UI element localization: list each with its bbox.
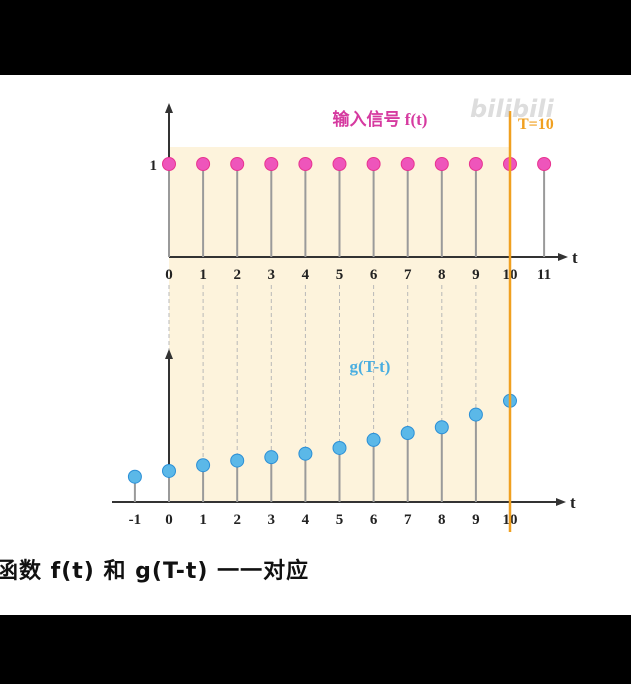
bottom-x-tick: 5 xyxy=(336,512,344,528)
f-marker xyxy=(468,157,483,171)
f-marker xyxy=(332,157,347,171)
top-x-tick: 2 xyxy=(233,267,241,283)
top-x-tick: 3 xyxy=(268,267,276,283)
f-marker xyxy=(434,157,449,171)
convolution-plot: tt101234567891011输入信号 f(t)-1012345678910… xyxy=(112,103,578,532)
top-x-tick: 5 xyxy=(336,267,344,283)
f-marker xyxy=(264,157,279,171)
bottom-x-tick: 7 xyxy=(404,512,412,528)
top-y-arrow xyxy=(165,103,173,113)
g-marker xyxy=(162,463,176,478)
bottom-x-arrow xyxy=(556,498,566,506)
g-marker xyxy=(230,453,245,468)
g-marker xyxy=(366,432,381,447)
bottom-x-tick: 8 xyxy=(438,512,446,528)
top-y-tick: 1 xyxy=(150,158,158,174)
bottom-x-tick: 1 xyxy=(199,512,207,528)
top-x-arrow xyxy=(558,253,568,261)
top-x-tick: 9 xyxy=(472,267,480,283)
f-marker xyxy=(298,157,313,171)
top-x-tick: 7 xyxy=(404,267,412,283)
bottom-x-tick: 0 xyxy=(165,512,173,528)
g-marker xyxy=(196,458,211,473)
g-marker xyxy=(400,426,415,440)
top-axis-label: t xyxy=(572,248,578,267)
bottom-axis-label: t xyxy=(570,493,576,512)
bilibili-watermark: bilibili xyxy=(470,95,554,123)
bottom-title: g(T-t) xyxy=(350,357,391,376)
top-x-tick: 0 xyxy=(165,267,173,283)
f-marker xyxy=(400,157,415,171)
f-marker xyxy=(537,157,552,171)
bottom-x-tick: 2 xyxy=(233,512,241,528)
g-marker xyxy=(434,420,449,435)
bottom-x-tick: 6 xyxy=(370,512,378,528)
t-marker-label: T=10 xyxy=(518,116,554,133)
video-subtitle: 函数 f(t) 和 g(T-t) 一一对应 xyxy=(0,559,310,584)
video-frame: tt101234567891011输入信号 f(t)-1012345678910… xyxy=(0,75,631,615)
f-marker xyxy=(230,157,245,171)
g-marker xyxy=(468,407,483,422)
bottom-x-tick: 3 xyxy=(268,512,276,528)
f-marker xyxy=(196,157,211,171)
f-marker xyxy=(366,157,381,171)
g-marker xyxy=(298,446,313,461)
bottom-x-tick: 4 xyxy=(302,512,310,528)
bottom-x-tick: -1 xyxy=(129,512,142,528)
g-marker xyxy=(127,469,142,484)
top-x-tick: 4 xyxy=(302,267,310,283)
f-marker xyxy=(162,157,176,171)
g-marker xyxy=(332,440,347,455)
top-x-tick: 6 xyxy=(370,267,378,283)
bottom-x-tick: 9 xyxy=(472,512,480,528)
bottom-y-arrow xyxy=(165,349,173,359)
top-title: 输入信号 f(t) xyxy=(333,109,428,129)
g-marker xyxy=(264,450,279,465)
top-x-tick: 1 xyxy=(199,267,207,283)
top-x-tick: 11 xyxy=(537,267,551,283)
top-x-tick: 8 xyxy=(438,267,446,283)
